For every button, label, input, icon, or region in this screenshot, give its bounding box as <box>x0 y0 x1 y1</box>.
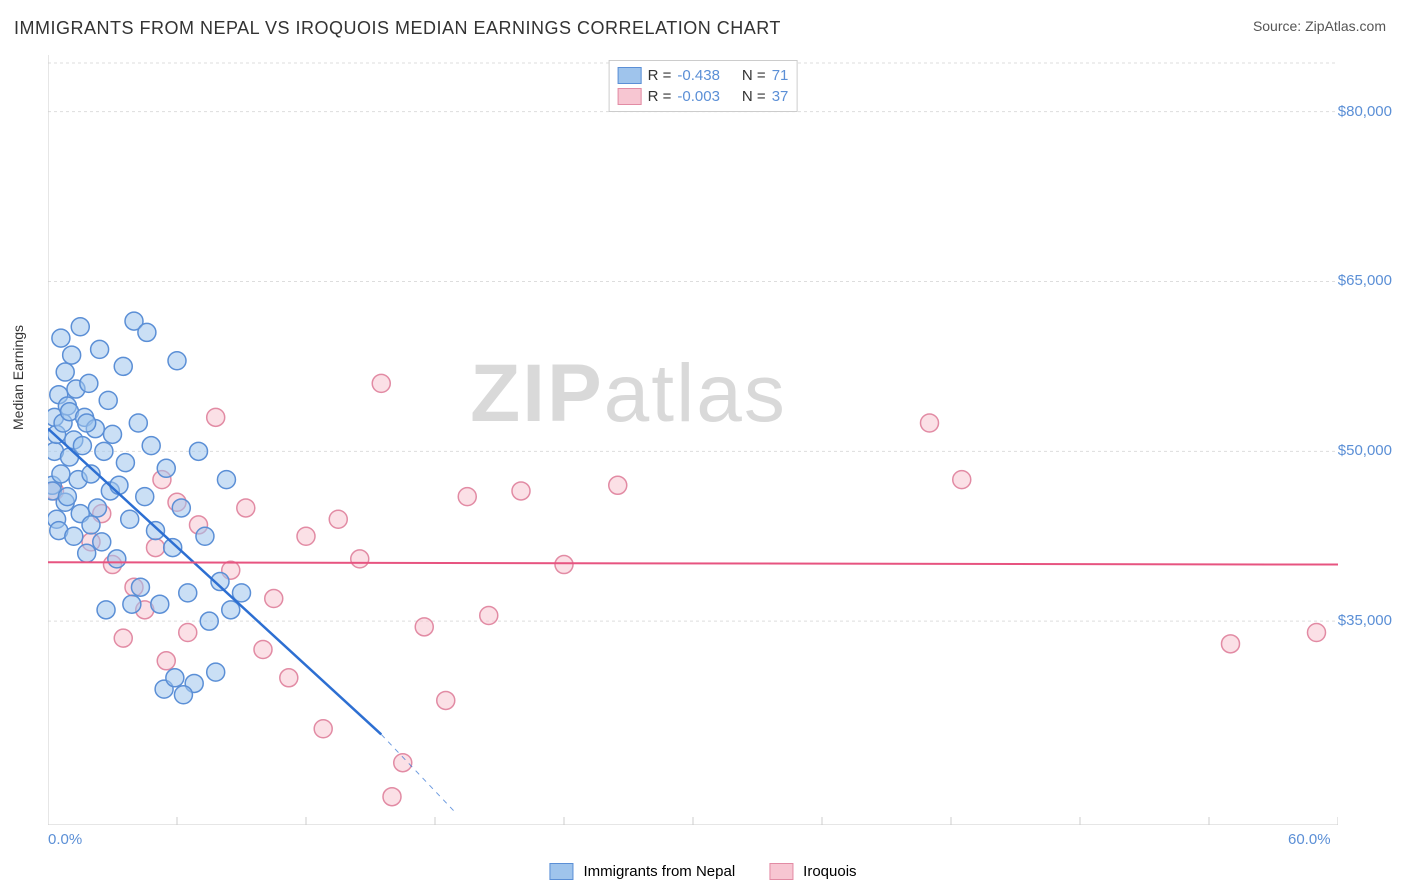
x-tick-label: 60.0% <box>1288 831 1331 848</box>
legend-swatch-series1 <box>618 67 642 84</box>
legend-label-nepal: Immigrants from Nepal <box>583 863 735 880</box>
chart-title: IMMIGRANTS FROM NEPAL VS IROQUOIS MEDIAN… <box>14 18 781 39</box>
legend-row-series1: R = -0.438 N = 71 <box>618 65 789 86</box>
legend-series: Immigrants from Nepal Iroquois <box>549 863 856 880</box>
n-label: N = <box>742 88 766 105</box>
y-tick-label: $35,000 <box>1338 612 1392 629</box>
legend-swatch-nepal-icon <box>549 863 573 880</box>
scatter-chart <box>48 55 1338 825</box>
chart-svg <box>48 55 1338 825</box>
y-tick-label: $50,000 <box>1338 442 1392 459</box>
r-value-series2: -0.003 <box>677 88 720 105</box>
legend-row-series2: R = -0.003 N = 37 <box>618 86 789 107</box>
r-value-series1: -0.438 <box>677 67 720 84</box>
y-tick-label: $65,000 <box>1338 272 1392 289</box>
r-label: R = <box>648 88 672 105</box>
source-label: Source: <box>1253 18 1301 34</box>
y-tick-label: $80,000 <box>1338 103 1392 120</box>
n-value-series2: 37 <box>772 88 789 105</box>
r-label: R = <box>648 67 672 84</box>
y-axis-label: Median Earnings <box>10 325 26 430</box>
n-label: N = <box>742 67 766 84</box>
source-value: ZipAtlas.com <box>1305 18 1386 34</box>
legend-label-iroquois: Iroquois <box>803 863 856 880</box>
legend-swatch-iroquois-icon <box>769 863 793 880</box>
x-tick-label: 0.0% <box>48 831 82 848</box>
source-attribution: Source: ZipAtlas.com <box>1253 18 1386 34</box>
legend-swatch-series2 <box>618 88 642 105</box>
n-value-series1: 71 <box>772 67 789 84</box>
legend-correlation: R = -0.438 N = 71 R = -0.003 N = 37 <box>609 60 798 112</box>
